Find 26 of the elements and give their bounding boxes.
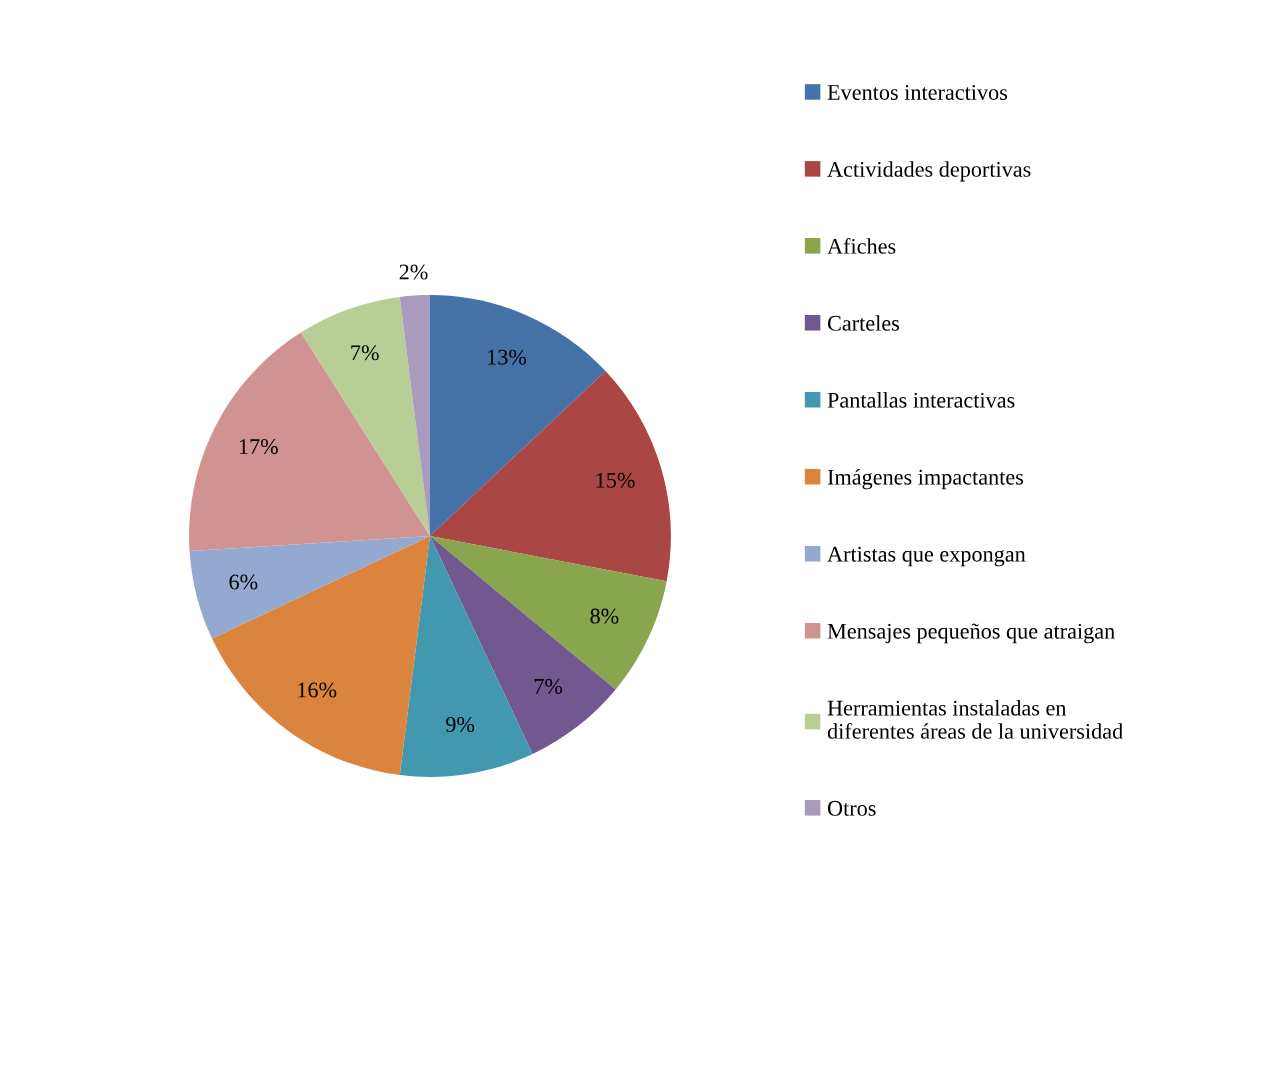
legend-label: Pantallas interactivas bbox=[827, 392, 1015, 408]
data-label: 6% bbox=[229, 574, 258, 590]
data-label: 2% bbox=[399, 264, 428, 280]
data-label: 15% bbox=[596, 472, 635, 488]
legend-label: Imágenes impactantes bbox=[827, 469, 1024, 490]
data-label: 16% bbox=[298, 682, 337, 698]
data-label: 8% bbox=[590, 608, 619, 624]
pie-slice bbox=[212, 536, 430, 776]
pie-slice bbox=[189, 332, 430, 552]
legend-label: Otros bbox=[827, 800, 876, 816]
data-label: 7% bbox=[534, 678, 563, 694]
data-label: 17% bbox=[239, 439, 278, 455]
data-label: 9% bbox=[446, 716, 475, 732]
legend-label: Artistas que expongan bbox=[827, 546, 1026, 567]
legend-label: Mensajes pequeños que atraigan bbox=[827, 623, 1115, 644]
data-label: 13% bbox=[488, 349, 527, 365]
data-label: 7% bbox=[351, 345, 379, 361]
legend-label: Eventos interactivos bbox=[827, 84, 1008, 100]
legend-label: Afiches bbox=[827, 237, 896, 254]
legend-label: Carteles bbox=[827, 315, 900, 331]
pie-slice bbox=[189, 536, 430, 639]
pie-slice bbox=[300, 296, 430, 536]
pie-slice bbox=[399, 536, 533, 777]
pie-slice bbox=[430, 371, 671, 582]
legend-label: Herramientas instaladas en diferentes áreas de la universidad bbox=[827, 699, 1123, 739]
legend-label: Actividades deportivas bbox=[827, 161, 1031, 182]
